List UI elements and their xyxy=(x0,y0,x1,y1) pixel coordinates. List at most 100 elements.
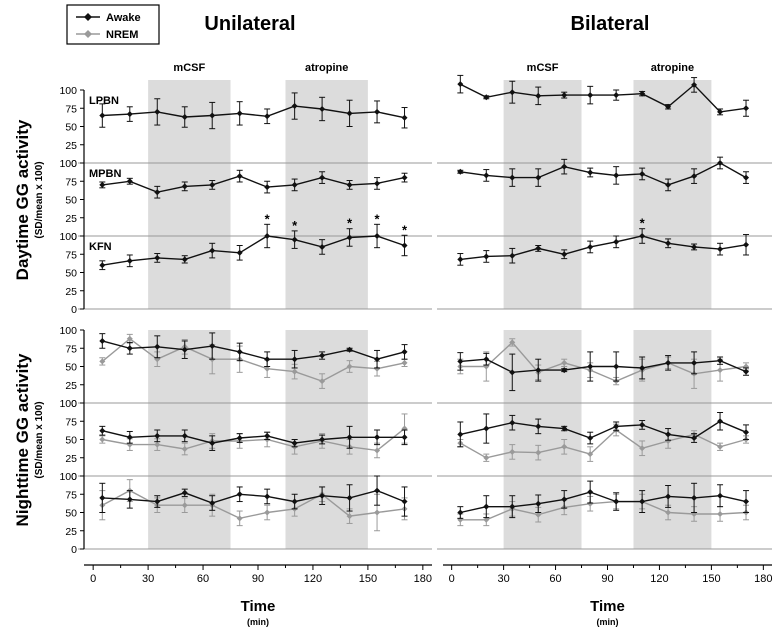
x-axis-title: Time xyxy=(590,598,625,615)
ylabel-daytime: Daytime GG activity (SD/mean x 100) xyxy=(13,119,45,280)
significance-star: * xyxy=(375,211,381,226)
series-line xyxy=(459,83,747,113)
shade-day-mcsf xyxy=(148,80,231,309)
series-line xyxy=(102,428,405,452)
series-awake-night2-unilateral xyxy=(99,475,408,517)
data-point xyxy=(717,443,724,450)
significance-star: * xyxy=(265,211,271,226)
x-axis-labels: 0 30 60 90 120 150 180 Time (min) 0 30 60 90 120 150 18… xyxy=(90,573,772,627)
data-point xyxy=(457,431,464,438)
data-point xyxy=(561,496,568,503)
data-point xyxy=(717,108,724,115)
x-tick-label: 0 xyxy=(449,573,455,585)
series-line xyxy=(102,489,405,504)
y-tick-label: 75 xyxy=(65,249,77,261)
data-point xyxy=(691,494,698,501)
data-point xyxy=(374,108,381,115)
x-axis-unit: (min) xyxy=(247,617,269,627)
data-point xyxy=(291,356,298,363)
data-point xyxy=(639,90,646,97)
x-tick-label: 60 xyxy=(549,573,561,585)
data-point xyxy=(346,363,353,370)
data-point xyxy=(561,367,568,374)
panels: 0255075100025507510002550751000255075100… xyxy=(59,74,772,570)
data-point xyxy=(209,500,216,507)
y-tick-label: 0 xyxy=(71,158,77,170)
data-point xyxy=(457,256,464,263)
series-line xyxy=(460,358,747,374)
data-point xyxy=(509,369,516,376)
data-point xyxy=(535,174,542,181)
x-tick-label: 0 xyxy=(90,573,96,585)
data-point xyxy=(236,515,243,522)
series-awake-kfn-bilateral xyxy=(457,228,750,266)
data-point xyxy=(665,509,672,516)
data-point xyxy=(154,441,161,448)
data-point xyxy=(665,437,672,444)
data-point xyxy=(264,493,271,500)
data-point xyxy=(154,343,161,350)
data-point xyxy=(535,245,542,252)
data-point xyxy=(99,358,106,365)
data-point xyxy=(236,110,243,117)
data-point xyxy=(717,492,724,499)
legend: Awake NREM xyxy=(66,4,160,45)
x-axis-unit: (min) xyxy=(597,617,619,627)
data-point xyxy=(613,238,620,245)
series-line xyxy=(102,175,405,193)
data-point xyxy=(291,440,298,447)
data-point xyxy=(154,108,161,115)
data-point xyxy=(181,256,188,263)
series-awake-night1-bilateral xyxy=(457,411,750,448)
data-point xyxy=(401,242,408,249)
data-point xyxy=(639,233,646,239)
y-tick-label: 25 xyxy=(65,213,77,225)
data-point xyxy=(587,243,594,250)
series-line xyxy=(101,489,405,520)
y-tick-label: 50 xyxy=(65,435,77,447)
data-point xyxy=(236,435,243,442)
data-point xyxy=(264,365,271,372)
x-tick-label: 90 xyxy=(601,573,613,585)
x-tick-label: 180 xyxy=(414,573,432,585)
data-point xyxy=(374,180,381,187)
data-point xyxy=(665,240,672,247)
data-point xyxy=(181,346,188,353)
data-point xyxy=(374,365,381,372)
x-tick-label: 180 xyxy=(754,573,772,585)
data-point xyxy=(264,184,271,191)
data-point xyxy=(264,113,271,120)
data-point xyxy=(346,181,353,188)
data-point xyxy=(126,345,133,352)
data-point xyxy=(691,435,698,442)
data-point xyxy=(374,233,381,239)
y-axis-labels: Daytime GG activity (SD/mean x 100)Nightt… xyxy=(13,119,45,526)
data-point xyxy=(126,178,133,185)
data-point xyxy=(374,434,381,441)
data-point xyxy=(236,173,243,180)
y-tick-label: 0 xyxy=(71,398,77,410)
y-tick-label: 25 xyxy=(65,380,77,392)
shading-label-atropine: atropine xyxy=(651,62,694,74)
data-point xyxy=(99,427,106,434)
y-tick-label: 50 xyxy=(65,268,77,280)
ylabel-daytime-sub: (SD/mean x 100) xyxy=(34,161,45,238)
data-point xyxy=(181,445,188,452)
shading-label-mcsf: mCSF xyxy=(527,62,559,74)
data-point xyxy=(483,94,490,101)
series-line xyxy=(101,337,405,382)
data-point xyxy=(639,498,646,505)
series-line xyxy=(460,420,747,439)
data-point xyxy=(535,511,542,518)
data-point xyxy=(613,172,620,179)
series-line xyxy=(102,235,405,266)
y-tick-label: 25 xyxy=(65,140,77,152)
data-point xyxy=(401,114,408,121)
column-title-bilateral: Bilateral xyxy=(571,13,650,35)
data-point xyxy=(236,249,243,256)
data-point xyxy=(346,513,353,520)
x-tick-label: 150 xyxy=(359,573,377,585)
data-point xyxy=(319,243,326,250)
data-point xyxy=(401,359,408,366)
